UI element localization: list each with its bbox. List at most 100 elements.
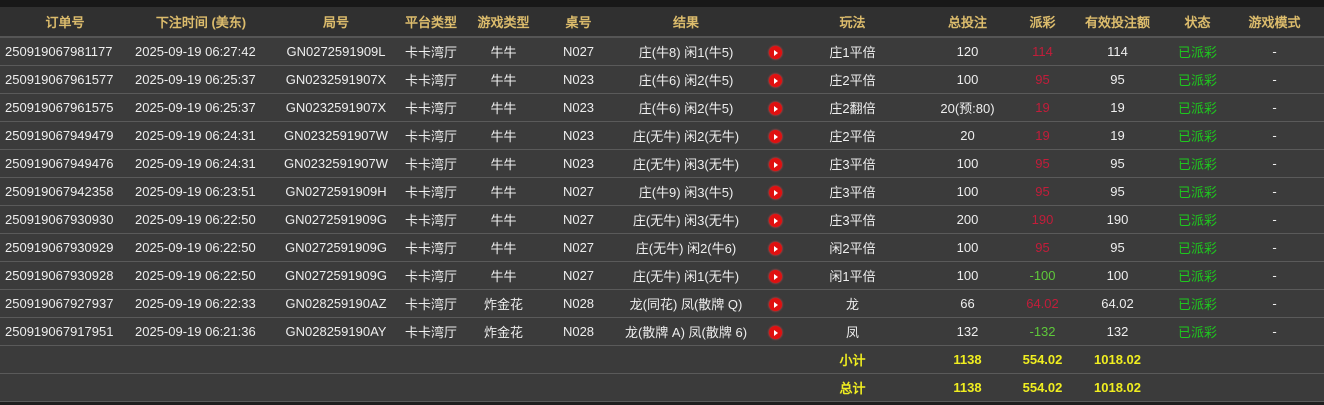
payout-cell: 19 — [1020, 93, 1065, 122]
round-id-cell: GN0272591909G — [272, 233, 400, 262]
table-row: 250919067942358 2025-09-19 06:23:51 GN0272… — [0, 177, 1324, 206]
payout-cell: 190 — [1020, 205, 1065, 234]
total-bet-cell: 20(预:80) — [915, 93, 1020, 122]
status-cell: 已派彩 — [1170, 177, 1225, 206]
result-cell: 龙(同花) 凤(散牌 Q) — [612, 289, 760, 318]
play-circle-icon[interactable] — [768, 214, 782, 228]
platform-cell: 卡卡湾厅 — [400, 205, 462, 234]
platform-cell: 卡卡湾厅 — [400, 65, 462, 94]
round-id-cell: GN0272591909G — [272, 261, 400, 290]
play-circle-icon[interactable] — [768, 186, 782, 200]
platform-cell: 卡卡湾厅 — [400, 261, 462, 290]
total-bet-cell: 100 — [915, 149, 1020, 178]
table-no-cell: N027 — [545, 205, 612, 234]
total-bet-cell: 120 — [915, 37, 1020, 66]
result-cell: 龙(散牌 A) 凤(散牌 6) — [612, 317, 760, 346]
table-no-cell: N027 — [545, 261, 612, 290]
payout-cell: 95 — [1020, 149, 1065, 178]
order-id-cell: 250919067949476 — [0, 149, 130, 178]
payout-cell: 114 — [1020, 37, 1065, 66]
platform-cell: 卡卡湾厅 — [400, 149, 462, 178]
status-cell: 已派彩 — [1170, 317, 1225, 346]
play-circle-icon[interactable] — [768, 46, 782, 60]
empty-cell — [1170, 373, 1225, 402]
valid-bet-cell: 95 — [1065, 233, 1170, 262]
order-id-cell: 250919067927937 — [0, 289, 130, 318]
empty-cell — [0, 345, 130, 374]
result-cell: 庄(牛6) 闲2(牛5) — [612, 65, 760, 94]
play-circle-icon[interactable] — [768, 242, 782, 256]
status-cell: 已派彩 — [1170, 65, 1225, 94]
replay-cell — [760, 289, 790, 318]
column-header: 平台类型 — [400, 7, 462, 38]
status-cell: 已派彩 — [1170, 233, 1225, 262]
bet-time-cell: 2025-09-19 06:22:33 — [130, 289, 272, 318]
order-id-cell: 250919067961577 — [0, 65, 130, 94]
bet-type-cell: 闲1平倍 — [790, 261, 915, 290]
table-row: 250919067930929 2025-09-19 06:22:50 GN0272… — [0, 233, 1324, 262]
result-cell: 庄(牛6) 闲2(牛5) — [612, 93, 760, 122]
table-no-cell: N027 — [545, 233, 612, 262]
platform-cell: 卡卡湾厅 — [400, 93, 462, 122]
table-no-cell: N027 — [545, 37, 612, 66]
bet-type-cell: 庄2翻倍 — [790, 93, 915, 122]
platform-cell: 卡卡湾厅 — [400, 317, 462, 346]
round-id-cell: GN0232591907X — [272, 65, 400, 94]
game-mode-cell: - — [1225, 37, 1324, 66]
game-mode-cell: - — [1225, 121, 1324, 150]
play-circle-icon[interactable] — [768, 130, 782, 144]
empty-cell — [612, 345, 760, 374]
column-header: 有效投注额 — [1065, 7, 1170, 38]
column-header: 桌号 — [545, 7, 612, 38]
column-header: 派彩 — [1020, 7, 1065, 38]
play-circle-icon[interactable] — [768, 158, 782, 172]
total-bet-cell: 100 — [915, 233, 1020, 262]
table-row: 250919067949479 2025-09-19 06:24:31 GN0232… — [0, 121, 1324, 150]
game-type-cell: 牛牛 — [462, 93, 545, 122]
status-cell: 已派彩 — [1170, 37, 1225, 66]
round-id-cell: GN028259190AY — [272, 317, 400, 346]
play-circle-icon[interactable] — [768, 326, 782, 340]
replay-cell — [760, 65, 790, 94]
round-id-cell: GN0272591909H — [272, 177, 400, 206]
play-circle-icon[interactable] — [768, 102, 782, 116]
payout-cell: -132 — [1020, 317, 1065, 346]
replay-cell — [760, 37, 790, 66]
column-header: 下注时间 (美东) — [130, 7, 272, 38]
platform-cell: 卡卡湾厅 — [400, 177, 462, 206]
empty-cell — [400, 373, 462, 402]
play-circle-icon[interactable] — [768, 74, 782, 88]
empty-cell — [272, 373, 400, 402]
subtotal-payout: 554.02 — [1020, 345, 1065, 374]
valid-bet-cell: 64.02 — [1065, 289, 1170, 318]
result-cell: 庄(无牛) 闲2(无牛) — [612, 121, 760, 150]
table-row: 250919067927937 2025-09-19 06:22:33 GN0282… — [0, 289, 1324, 318]
column-header: 游戏模式 — [1225, 7, 1324, 38]
empty-cell — [400, 345, 462, 374]
bet-time-cell: 2025-09-19 06:24:31 — [130, 149, 272, 178]
table-row: 250919067949476 2025-09-19 06:24:31 GN0232… — [0, 149, 1324, 178]
column-header: 局号 — [272, 7, 400, 38]
round-id-cell: GN0272591909L — [272, 37, 400, 66]
order-id-cell: 250919067930928 — [0, 261, 130, 290]
valid-bet-cell: 190 — [1065, 205, 1170, 234]
valid-bet-cell: 95 — [1065, 149, 1170, 178]
order-id-cell: 250919067961575 — [0, 93, 130, 122]
game-type-cell: 牛牛 — [462, 233, 545, 262]
status-cell: 已派彩 — [1170, 261, 1225, 290]
game-type-cell: 牛牛 — [462, 37, 545, 66]
game-mode-cell: - — [1225, 261, 1324, 290]
result-cell: 庄(无牛) 闲3(无牛) — [612, 149, 760, 178]
game-type-cell: 牛牛 — [462, 205, 545, 234]
table-no-cell: N023 — [545, 93, 612, 122]
round-id-cell: GN0232591907W — [272, 149, 400, 178]
table-row: 250919067930928 2025-09-19 06:22:50 GN0272… — [0, 261, 1324, 290]
total-bet-cell: 66 — [915, 289, 1020, 318]
table-header: 订单号 下注时间 (美东) 局号 平台类型 游戏类型 桌号 结果 玩法 总投注 派彩 有效投注额 状态… — [0, 7, 1324, 38]
play-circle-icon[interactable] — [768, 270, 782, 284]
play-circle-icon[interactable] — [768, 298, 782, 312]
order-id-cell: 250919067942358 — [0, 177, 130, 206]
game-type-cell: 牛牛 — [462, 149, 545, 178]
platform-cell: 卡卡湾厅 — [400, 233, 462, 262]
empty-cell — [545, 345, 612, 374]
